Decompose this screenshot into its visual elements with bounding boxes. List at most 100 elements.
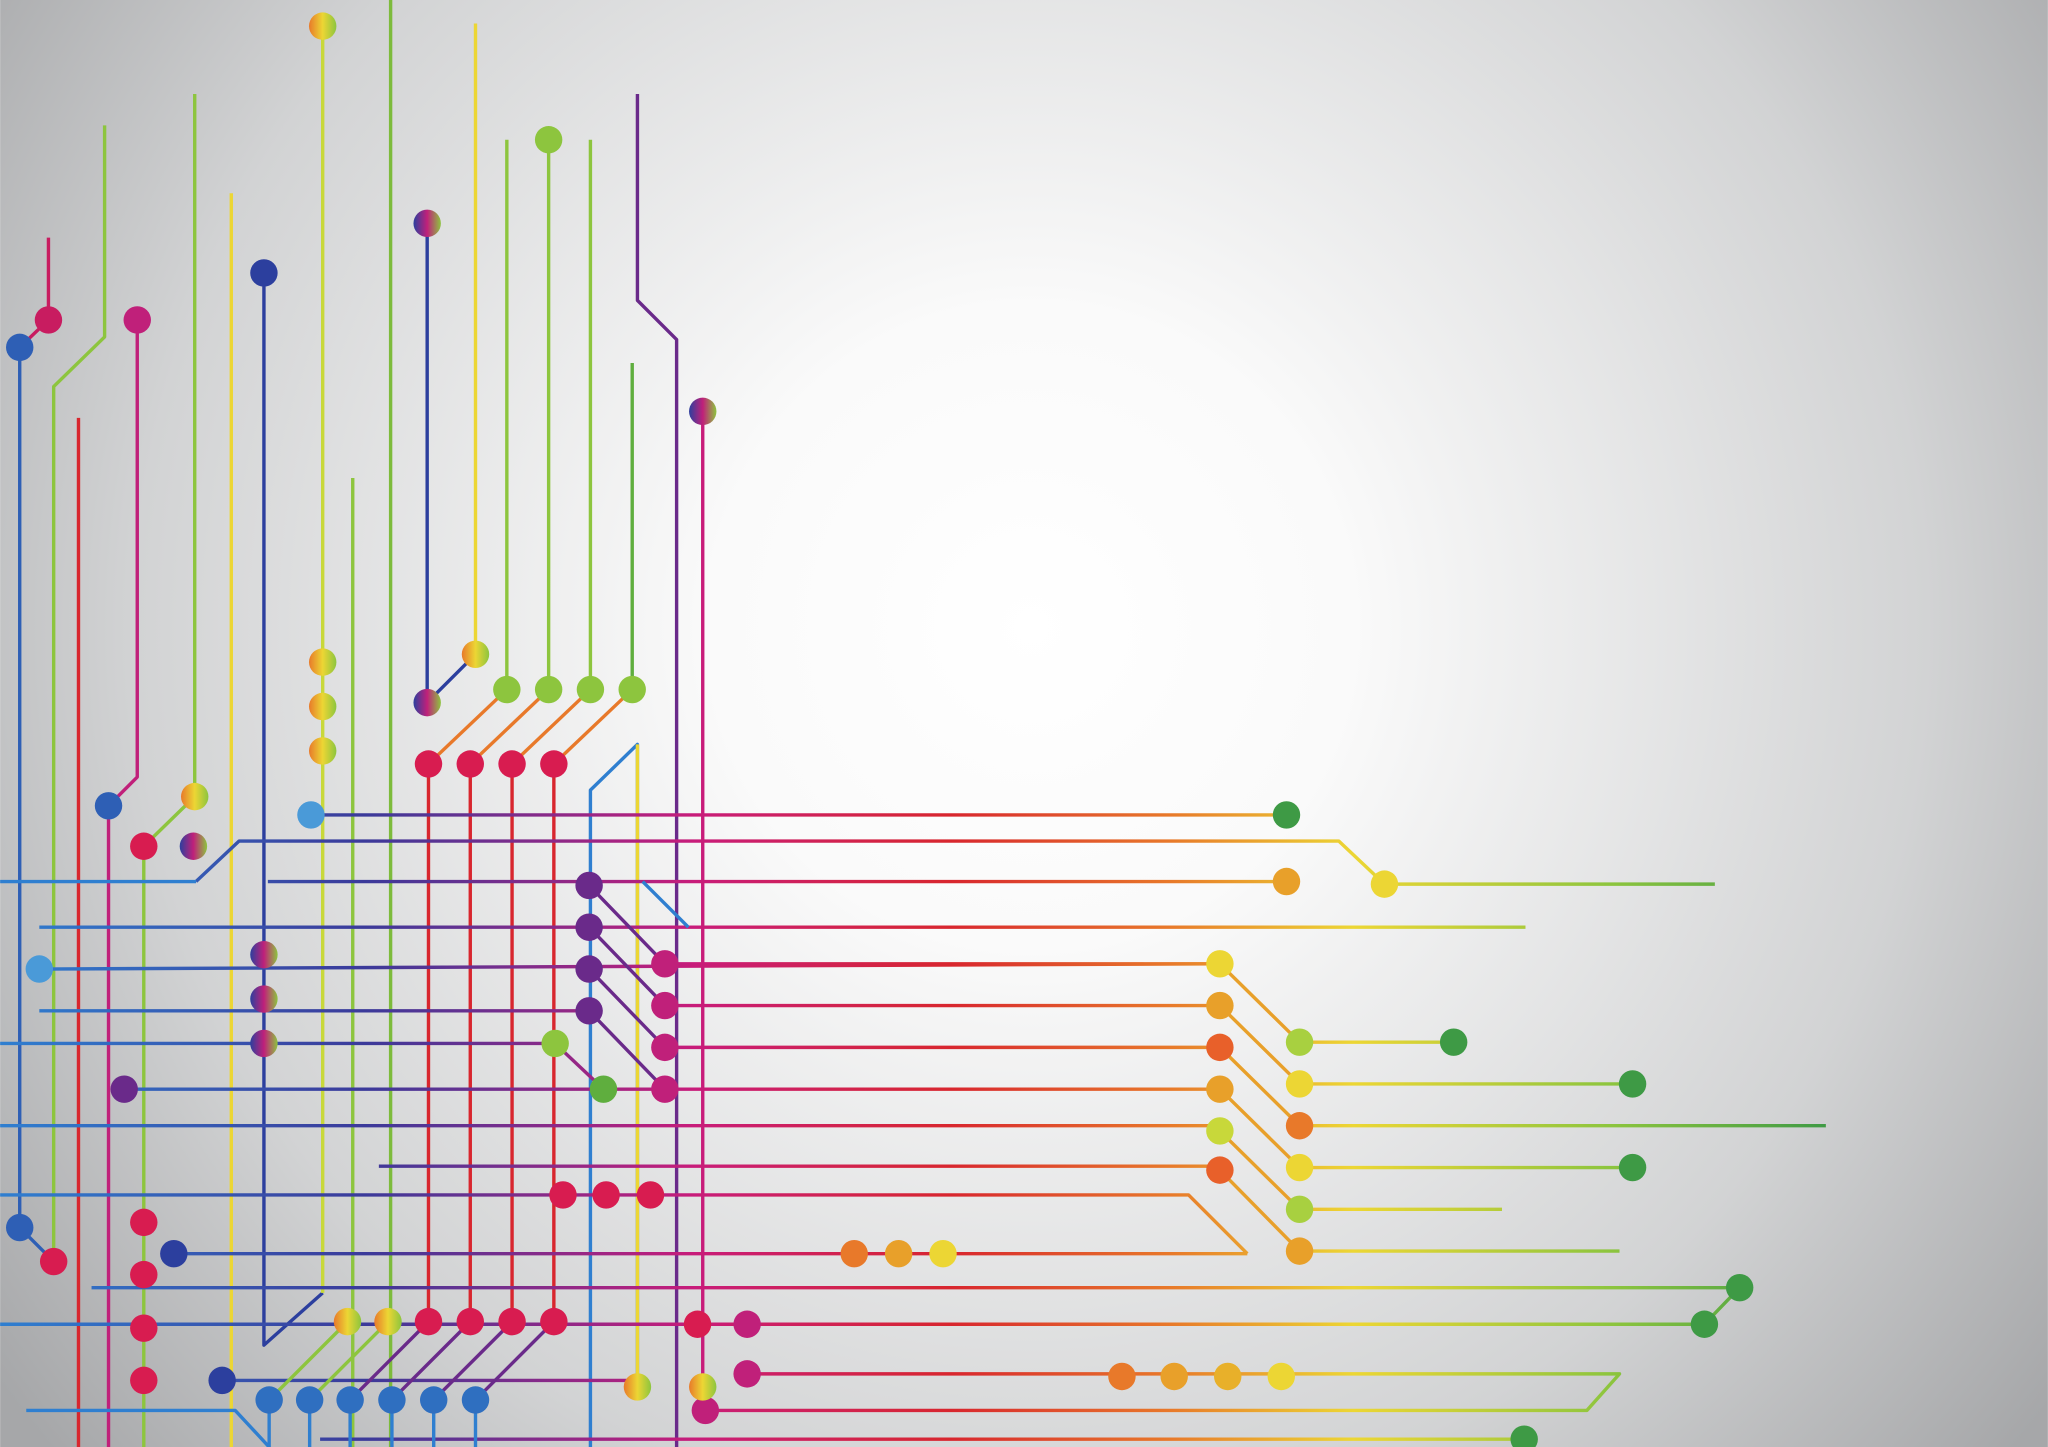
node: [297, 801, 325, 829]
node: [575, 997, 603, 1025]
node: [1272, 867, 1301, 896]
node: [336, 1386, 364, 1414]
node: [1267, 1362, 1295, 1391]
node: [691, 1396, 720, 1425]
trace: [641, 880, 690, 929]
traces: [0, 0, 1826, 1447]
trace: [348, 1320, 430, 1402]
node: [295, 1386, 324, 1414]
trace: [51, 125, 107, 1262]
trace: [267, 1320, 349, 1402]
node: [110, 1075, 138, 1103]
node: [456, 1307, 484, 1336]
trace: [1218, 1087, 1301, 1169]
node: [733, 1310, 761, 1338]
node: [130, 1366, 158, 1395]
trace: [1218, 1168, 1301, 1253]
node: [1285, 1070, 1314, 1098]
trace: [469, 688, 550, 766]
node: [623, 1373, 652, 1401]
node: [250, 1029, 278, 1058]
node: [179, 832, 208, 860]
node: [414, 1307, 443, 1336]
node: [498, 750, 526, 778]
node: [461, 1386, 490, 1414]
node: [308, 12, 337, 40]
node: [461, 640, 490, 668]
node: [6, 333, 34, 362]
node: [250, 940, 278, 969]
node: [130, 1208, 158, 1237]
node: [651, 1033, 679, 1062]
node: [618, 675, 646, 704]
node: [414, 750, 443, 778]
node: [733, 1360, 761, 1388]
node: [374, 1307, 402, 1336]
node: [929, 1240, 957, 1268]
trace: [587, 1009, 667, 1091]
node: [1285, 1195, 1314, 1224]
trace: [1218, 1046, 1301, 1127]
node: [1439, 1028, 1468, 1056]
node: [1206, 1033, 1234, 1062]
trace: [262, 272, 324, 1347]
node: [208, 1366, 236, 1395]
trace: [510, 688, 592, 766]
node: [1206, 950, 1234, 978]
trace: [432, 1320, 514, 1402]
trace: [1218, 962, 1301, 1044]
trace: [587, 967, 667, 1049]
node: [181, 782, 209, 811]
node: [1285, 1237, 1314, 1265]
nodes: [6, 12, 1754, 1447]
node: [1206, 1117, 1234, 1145]
node: [651, 991, 679, 1020]
node: [1206, 1156, 1234, 1184]
node: [456, 750, 484, 778]
node: [549, 1181, 577, 1209]
node: [419, 1386, 448, 1414]
node: [651, 1075, 679, 1103]
node: [540, 1307, 568, 1336]
node: [160, 1240, 188, 1268]
node: [683, 1310, 712, 1338]
node: [308, 737, 337, 765]
node: [34, 306, 63, 334]
node: [413, 688, 441, 717]
trace: [587, 926, 667, 1007]
node: [534, 126, 563, 154]
node: [1285, 1112, 1314, 1140]
node: [25, 955, 54, 983]
trace: [390, 1320, 472, 1402]
node: [1272, 801, 1301, 829]
node: [575, 871, 603, 900]
node: [250, 985, 278, 1013]
node: [1690, 1310, 1719, 1338]
trace: [552, 688, 634, 766]
node: [1160, 1362, 1188, 1391]
node: [1370, 870, 1399, 898]
node: [6, 1213, 34, 1242]
node: [884, 1240, 913, 1268]
node: [130, 832, 158, 860]
node: [840, 1240, 868, 1268]
node: [308, 648, 337, 676]
node: [39, 1247, 68, 1276]
trace: [1218, 1129, 1301, 1211]
node: [576, 675, 605, 704]
node: [651, 950, 679, 978]
node: [689, 397, 717, 426]
node: [636, 1181, 665, 1209]
node: [333, 1307, 362, 1336]
node: [130, 1260, 158, 1289]
node: [540, 750, 568, 778]
node: [1618, 1153, 1647, 1182]
node: [534, 675, 563, 704]
node: [575, 955, 603, 983]
node: [1725, 1273, 1754, 1302]
node: [493, 675, 521, 704]
node: [689, 1373, 717, 1401]
trace: [194, 839, 1715, 886]
trace: [427, 688, 509, 766]
